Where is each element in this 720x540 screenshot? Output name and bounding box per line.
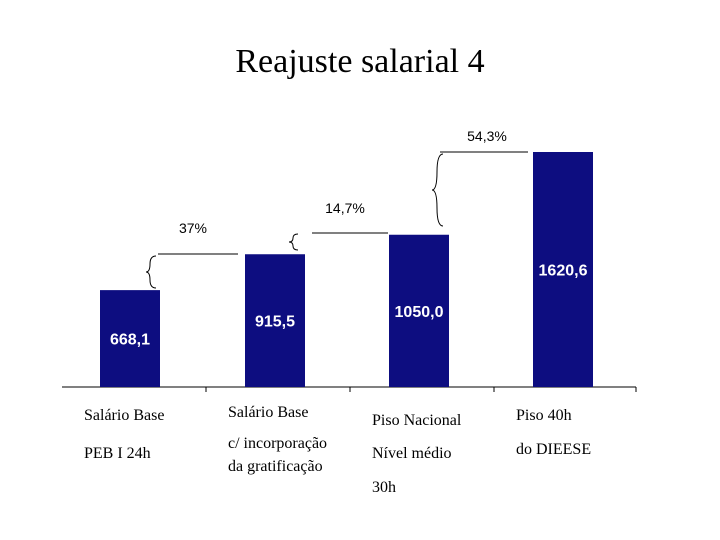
x-tick-label: PEB I 24h [84,445,151,462]
x-tick-label: 30h [372,479,396,496]
bar [389,234,449,387]
annotation: 54,3% [467,128,507,144]
bar [100,290,160,387]
x-tick-label: c/ incorporação [228,435,327,452]
x-tick-label: Piso 40h [516,407,572,424]
x-tick-label: Salário Base [228,404,308,421]
value-label: 1050,0 [395,304,444,321]
x-tick-label: Salário Base [84,407,164,424]
value-label: 1620,6 [539,263,588,280]
bar [533,152,593,387]
x-tick-label: do DIEESE [516,441,591,458]
annotation: 37% [179,220,207,236]
brackets [145,151,528,289]
x-tick-label: Nível médio [372,445,452,462]
x-tick-label: da gratificação [228,458,323,475]
bar [245,254,305,387]
value-label: 668,1 [110,332,150,349]
value-label: 915,5 [255,314,295,331]
x-tick-label: Piso Nacional [372,412,462,429]
chart-title: Reajuste salarial 4 [235,43,484,80]
annotation: 14,7% [325,200,365,216]
